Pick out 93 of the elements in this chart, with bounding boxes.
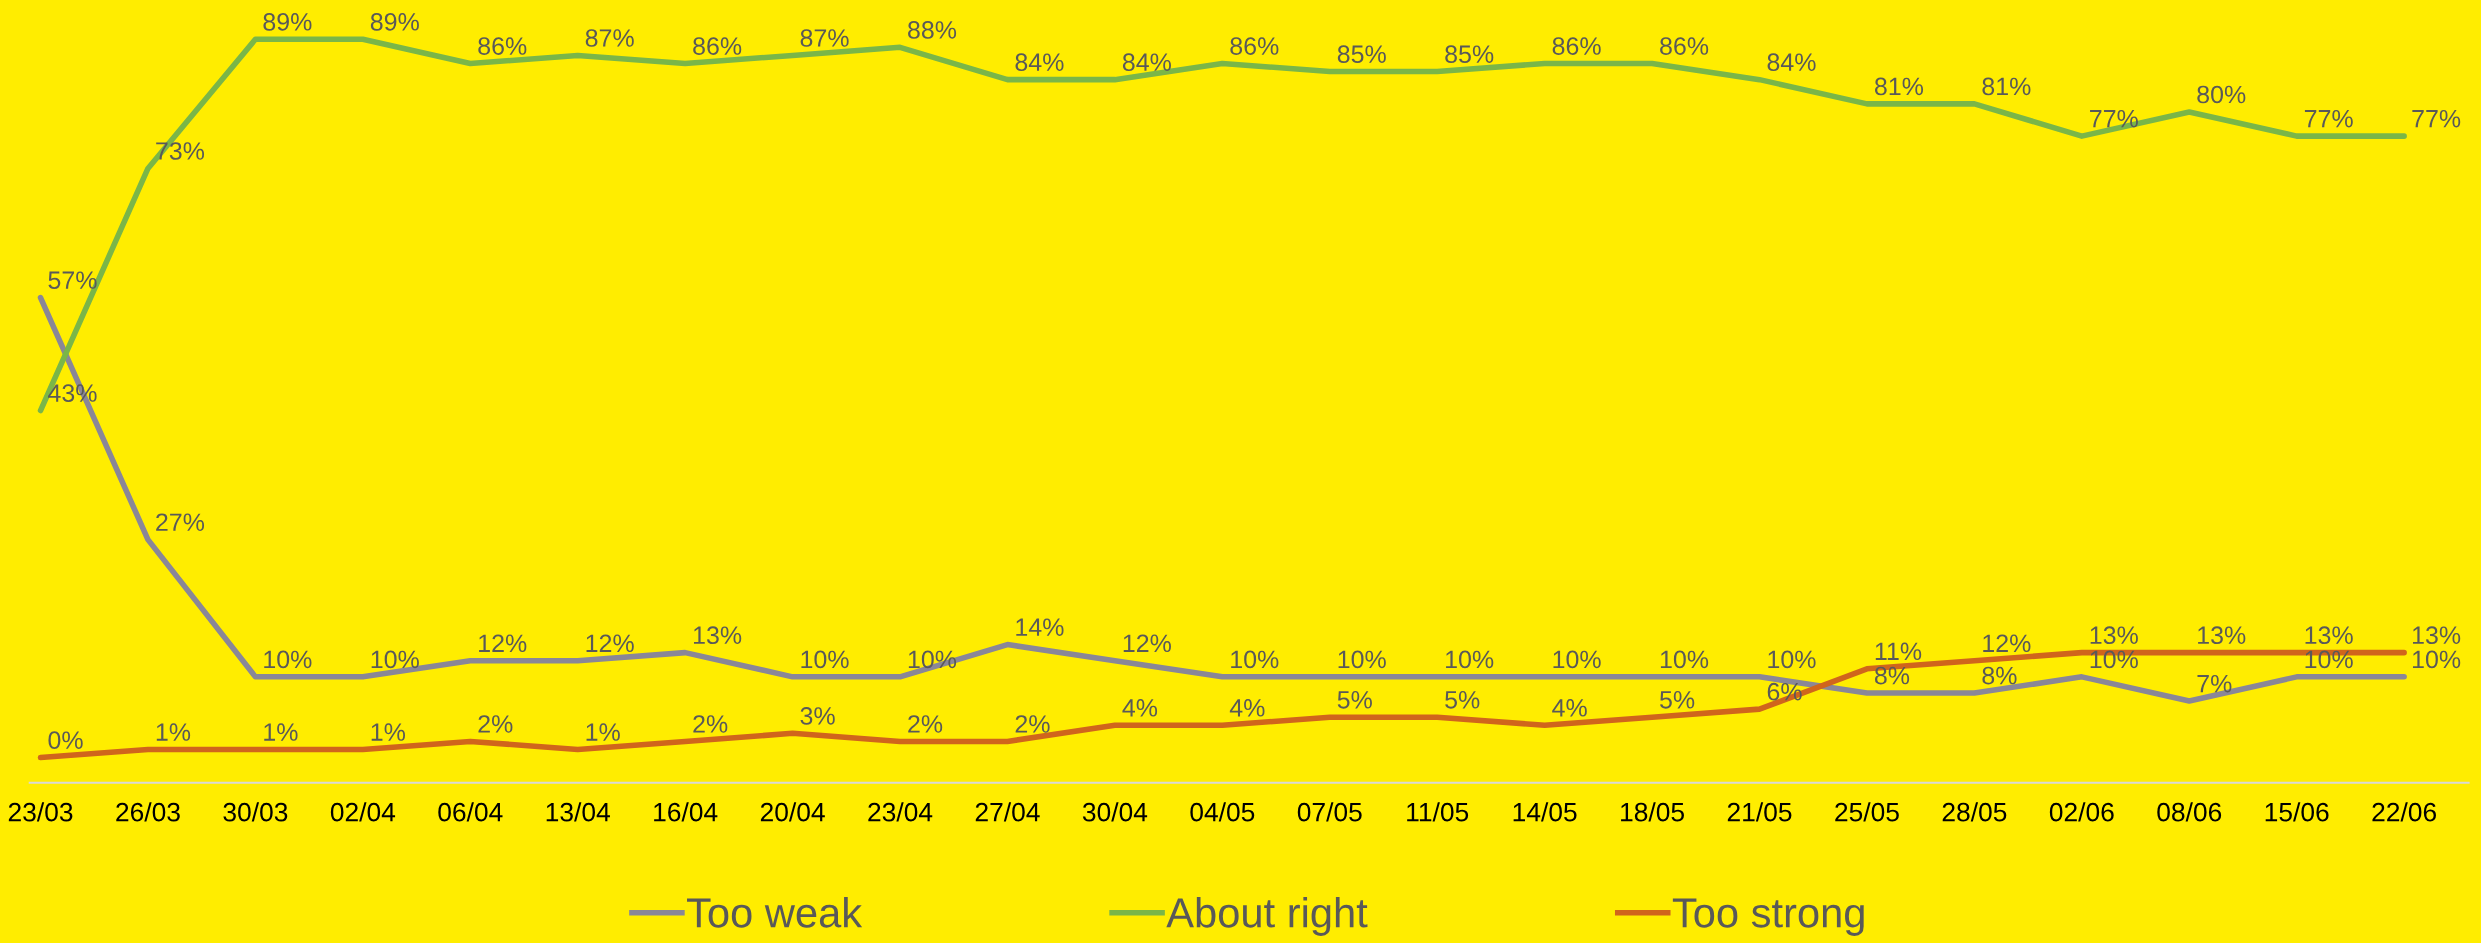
data-label: 4% [1122, 699, 1158, 717]
data-label: 77% [2412, 109, 2461, 128]
data-label: 10% [371, 650, 419, 669]
x-tick-label: 18/05 [1621, 802, 1684, 822]
data-label: 1% [586, 723, 620, 741]
data-label: 1% [156, 723, 191, 741]
data-label: 87% [585, 29, 634, 47]
data-label: 86% [1230, 37, 1279, 55]
data-label: 10% [1553, 650, 1601, 669]
data-label: 11% [1875, 642, 1922, 661]
legend-label: Too strong [1672, 898, 1864, 936]
data-label: 89% [370, 13, 419, 31]
data-label: 86% [1660, 37, 1709, 55]
data-label: 14% [1016, 618, 1064, 636]
data-label: 13% [2198, 626, 2246, 645]
data-label: 13% [2305, 626, 2353, 645]
x-tick-label: 02/06 [2049, 802, 2114, 822]
data-label: 5% [1660, 691, 1695, 709]
data-label: 77% [2304, 109, 2353, 128]
data-label: 84% [1122, 53, 1171, 72]
data-label: 1% [264, 723, 298, 741]
data-label: 12% [1123, 634, 1171, 653]
data-label: 2% [908, 715, 943, 733]
x-tick-label: 20/04 [760, 802, 825, 822]
data-label: 84% [1015, 53, 1064, 72]
x-tick-label: 25/05 [1835, 802, 1899, 822]
x-tick-label: 26/03 [116, 802, 180, 822]
x-tick-label: 02/04 [330, 802, 396, 822]
data-label: 77% [2090, 109, 2138, 128]
data-label: 12% [1983, 634, 2031, 653]
data-label: 8% [1982, 666, 2017, 685]
data-label: 10% [2305, 650, 2353, 669]
data-label: 86% [693, 37, 742, 55]
data-label: 10% [2090, 650, 2138, 669]
data-label: 1% [371, 723, 406, 741]
data-label: 10% [264, 650, 312, 669]
data-label: 81% [1982, 77, 2031, 96]
data-label: 88% [908, 21, 957, 39]
data-label: 4% [1229, 699, 1265, 717]
data-label: 5% [1337, 691, 1372, 709]
data-label: 0% [48, 731, 83, 749]
data-label: 12% [479, 634, 527, 653]
data-label: 86% [478, 37, 527, 55]
legend-label: Too weak [687, 897, 863, 928]
data-label: 7% [2197, 674, 2232, 693]
x-tick-label: 08/06 [2157, 802, 2222, 822]
x-tick-label: 13/04 [546, 802, 610, 822]
data-label: 8% [1874, 666, 1910, 685]
x-tick-label: 15/06 [2265, 802, 2329, 822]
data-label: 5% [1445, 691, 1480, 709]
data-label: 2% [478, 715, 513, 733]
data-label: 12% [586, 634, 634, 653]
data-label: 10% [908, 650, 957, 669]
data-label: 84% [1767, 53, 1816, 72]
x-tick-label: 30/03 [223, 802, 288, 822]
data-label: 2% [1015, 715, 1050, 733]
data-label: 4% [1552, 699, 1587, 717]
data-label: 87% [800, 29, 849, 47]
x-tick-label: 11/05 [1407, 802, 1469, 822]
data-label: 85% [1445, 45, 1494, 63]
data-label: 10% [1768, 650, 1816, 669]
data-label: 13% [693, 626, 742, 645]
x-tick-label: 28/05 [1942, 802, 2007, 822]
data-label: 10% [1446, 650, 1494, 669]
data-label: 6% [1767, 682, 1802, 701]
data-label: 80% [2197, 85, 2246, 104]
data-label: 10% [1660, 650, 1709, 669]
data-label: 81% [1874, 77, 1924, 96]
legend-label: About right [1166, 897, 1368, 936]
data-label: 10% [2412, 650, 2461, 669]
data-label: 2% [693, 715, 728, 733]
x-tick-label: 23/04 [868, 802, 933, 822]
data-label: 57% [48, 271, 97, 289]
data-label: 10% [1338, 650, 1386, 669]
data-label: 85% [1337, 45, 1386, 63]
x-tick-label: 30/04 [1082, 802, 1148, 822]
x-tick-label: 16/04 [654, 802, 718, 822]
x-tick-label: 27/04 [975, 802, 1040, 822]
x-tick-label: 04/05 [1190, 802, 1255, 822]
data-label: 10% [801, 650, 849, 669]
data-label: 27% [156, 513, 205, 531]
x-tick-label: 07/05 [1297, 802, 1362, 822]
data-label: 3% [800, 707, 835, 725]
data-label: 10% [1231, 650, 1279, 669]
data-label: 13% [2090, 626, 2138, 645]
x-tick-label: 14/05 [1513, 802, 1577, 822]
x-tick-label: 21/05 [1727, 802, 1792, 822]
x-tick-label: 22/06 [2372, 802, 2436, 822]
data-label: 13% [2412, 626, 2461, 645]
data-label: 89% [263, 13, 312, 31]
x-tick-label: 23/03 [8, 802, 73, 822]
data-label: 86% [1552, 37, 1601, 55]
x-tick-label: 06/04 [438, 802, 503, 822]
